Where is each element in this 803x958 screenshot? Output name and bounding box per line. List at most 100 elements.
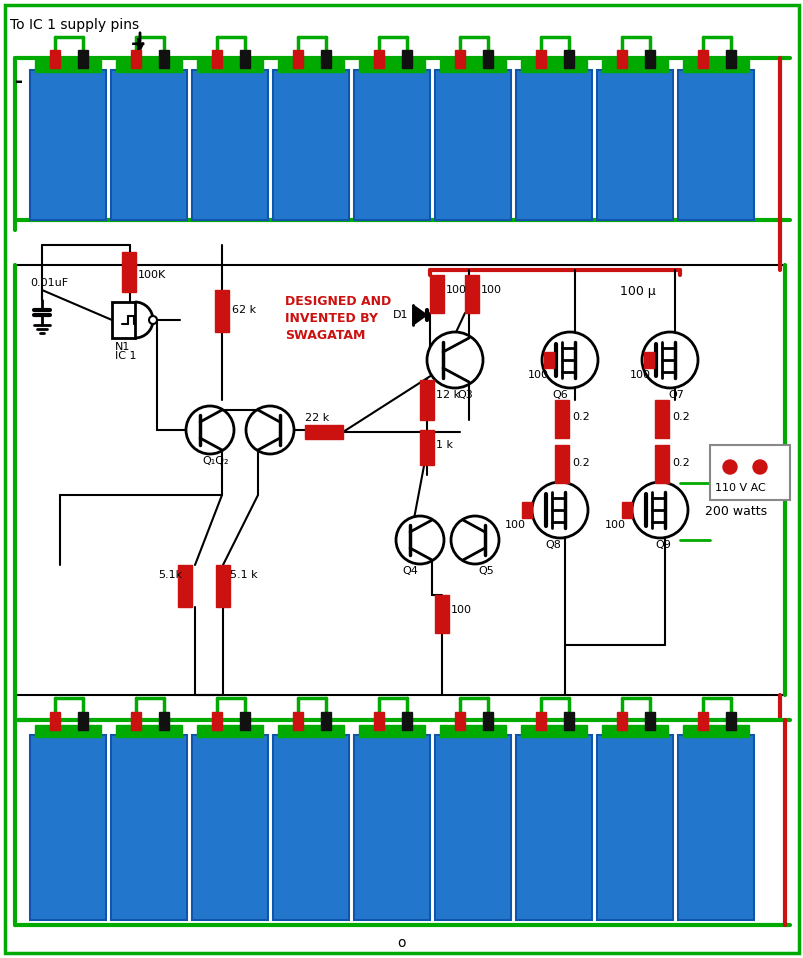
Bar: [353, 70, 430, 220]
Text: 62 k: 62 k: [232, 305, 256, 315]
Bar: [520, 725, 586, 737]
Bar: [197, 725, 263, 737]
Bar: [516, 735, 591, 920]
Bar: [454, 50, 464, 68]
Bar: [544, 352, 553, 368]
Bar: [159, 712, 169, 730]
Text: 5.1 k: 5.1 k: [230, 570, 257, 580]
Bar: [35, 60, 101, 72]
Bar: [434, 735, 511, 920]
Bar: [116, 725, 181, 737]
Bar: [563, 712, 573, 730]
Bar: [520, 60, 586, 72]
Bar: [273, 735, 349, 920]
Bar: [177, 565, 192, 607]
Circle shape: [631, 482, 687, 538]
Circle shape: [246, 406, 294, 454]
Bar: [439, 60, 505, 72]
Bar: [697, 50, 707, 68]
Text: -: -: [15, 72, 23, 91]
Bar: [709, 445, 789, 500]
Circle shape: [185, 406, 234, 454]
Bar: [216, 565, 230, 607]
Bar: [430, 275, 443, 313]
Bar: [214, 290, 229, 332]
Text: 100 μ: 100 μ: [619, 285, 655, 298]
Bar: [616, 50, 626, 68]
Bar: [50, 50, 60, 68]
Bar: [111, 70, 187, 220]
Bar: [536, 712, 545, 730]
Bar: [30, 735, 106, 920]
Bar: [192, 735, 267, 920]
Bar: [597, 735, 672, 920]
Text: Q8: Q8: [544, 540, 560, 550]
Bar: [192, 70, 267, 220]
Bar: [419, 430, 434, 465]
Text: 100: 100: [446, 285, 467, 295]
Text: 0.2: 0.2: [571, 458, 589, 468]
Bar: [159, 50, 169, 68]
Bar: [683, 725, 748, 737]
Text: 100: 100: [528, 370, 548, 380]
Bar: [419, 380, 434, 420]
Bar: [483, 50, 492, 68]
Bar: [616, 712, 626, 730]
Bar: [212, 50, 222, 68]
Bar: [601, 725, 667, 737]
Text: 100: 100: [450, 605, 471, 615]
Bar: [35, 725, 101, 737]
Text: Q9: Q9: [654, 540, 670, 550]
Bar: [292, 50, 303, 68]
Bar: [402, 712, 411, 730]
Circle shape: [532, 482, 587, 538]
Text: 0.01uF: 0.01uF: [30, 278, 68, 288]
Bar: [131, 50, 141, 68]
Bar: [78, 50, 88, 68]
Bar: [359, 725, 425, 737]
Text: N1: N1: [115, 342, 130, 352]
Text: 100: 100: [504, 520, 525, 530]
Bar: [278, 60, 344, 72]
Circle shape: [642, 332, 697, 388]
Bar: [597, 70, 672, 220]
Bar: [725, 50, 735, 68]
Text: D1: D1: [393, 310, 408, 320]
Text: DESIGNED AND
INVENTED BY
SWAGATAM: DESIGNED AND INVENTED BY SWAGATAM: [284, 295, 391, 342]
Text: Q5: Q5: [478, 566, 493, 576]
Bar: [373, 712, 384, 730]
Bar: [402, 50, 411, 68]
Bar: [677, 735, 753, 920]
Bar: [320, 712, 331, 730]
Bar: [50, 712, 60, 730]
Text: Q4: Q4: [402, 566, 418, 576]
Text: Q6: Q6: [552, 390, 567, 400]
Text: 0.2: 0.2: [671, 458, 689, 468]
Bar: [554, 400, 569, 438]
Bar: [111, 735, 187, 920]
Bar: [654, 445, 668, 483]
Text: 110 V AC: 110 V AC: [714, 483, 764, 493]
Bar: [78, 712, 88, 730]
Bar: [683, 60, 748, 72]
Text: 100: 100: [604, 520, 626, 530]
Bar: [320, 50, 331, 68]
Bar: [654, 400, 668, 438]
Bar: [212, 712, 222, 730]
Circle shape: [541, 332, 597, 388]
Bar: [131, 712, 141, 730]
Text: 100: 100: [480, 285, 501, 295]
Circle shape: [450, 516, 499, 564]
Bar: [622, 502, 631, 518]
Bar: [434, 70, 511, 220]
Circle shape: [752, 460, 766, 474]
Text: o: o: [397, 936, 406, 950]
Text: 200 watts: 200 watts: [704, 505, 766, 518]
Bar: [644, 712, 654, 730]
Bar: [373, 50, 384, 68]
Text: 12 k: 12 k: [435, 390, 459, 400]
Bar: [697, 712, 707, 730]
Circle shape: [426, 332, 483, 388]
Bar: [677, 70, 753, 220]
Text: Q₁Q₂: Q₁Q₂: [202, 456, 228, 466]
